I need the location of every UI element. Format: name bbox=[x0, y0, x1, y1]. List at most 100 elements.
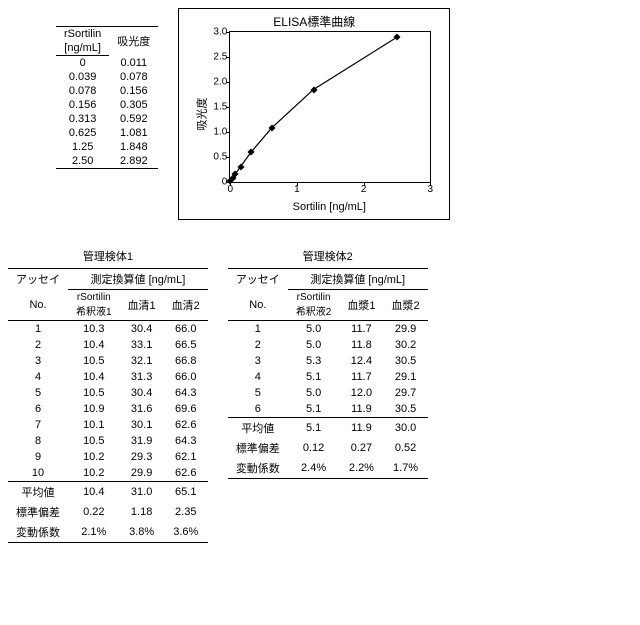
std-cell: 0.156 bbox=[109, 84, 158, 98]
table-cell: 4 bbox=[228, 369, 288, 385]
std-cell: 0.625 bbox=[56, 126, 109, 140]
table-cell: 10.3 bbox=[68, 321, 120, 338]
table-cell: 10.2 bbox=[68, 465, 120, 482]
table-cell: 標準偏差 bbox=[8, 502, 68, 522]
panel2-title: 管理検体2 bbox=[228, 248, 428, 264]
table-cell: 10.5 bbox=[68, 353, 120, 369]
top-row: rSortilin吸光度 [ng/mL] 00.0110.0390.0780.0… bbox=[8, 8, 632, 220]
panel1-title: 管理検体1 bbox=[8, 248, 208, 264]
table-cell: 66.0 bbox=[164, 321, 208, 338]
std-cell: 0.313 bbox=[56, 112, 109, 126]
table-cell: 5 bbox=[8, 385, 68, 401]
table-cell: 10.5 bbox=[68, 385, 120, 401]
table-cell: 66.8 bbox=[164, 353, 208, 369]
table-cell: 31.0 bbox=[120, 482, 164, 503]
table-cell: 10.2 bbox=[68, 449, 120, 465]
std-col1-line2: [ng/mL] bbox=[56, 41, 109, 56]
table-cell: 11.8 bbox=[339, 337, 383, 353]
table-cell: 4 bbox=[8, 369, 68, 385]
table-cell: 1.18 bbox=[120, 502, 164, 522]
table-cell: 10.1 bbox=[68, 417, 120, 433]
table-cell: 0.27 bbox=[339, 438, 383, 458]
table-cell: 10.4 bbox=[68, 337, 120, 353]
table-cell: 29.3 bbox=[120, 449, 164, 465]
table-cell: 33.1 bbox=[120, 337, 164, 353]
table-cell: 30.1 bbox=[120, 417, 164, 433]
table-cell: 31.9 bbox=[120, 433, 164, 449]
std-col2: 吸光度 bbox=[109, 27, 158, 56]
table-cell: rSortilin希釈液2 bbox=[288, 290, 340, 321]
table-cell: 11.9 bbox=[339, 401, 383, 418]
table-cell: 62.6 bbox=[164, 465, 208, 482]
table-cell: 平均値 bbox=[8, 482, 68, 503]
table-cell: 12.0 bbox=[339, 385, 383, 401]
std-cell: 0.156 bbox=[56, 98, 109, 112]
table-cell: 5.0 bbox=[288, 385, 340, 401]
std-col1-line1: rSortilin bbox=[56, 27, 109, 42]
table-cell: 12.4 bbox=[339, 353, 383, 369]
table-cell: 64.3 bbox=[164, 433, 208, 449]
table-cell: No. bbox=[228, 290, 288, 321]
table-cell: アッセイ bbox=[8, 269, 68, 290]
table-cell: 64.3 bbox=[164, 385, 208, 401]
table-cell: 変動係数 bbox=[8, 522, 68, 543]
table-cell: 測定換算値 [ng/mL] bbox=[68, 269, 208, 290]
elisa-chart: ELISA標準曲線 吸光度 00.51.01.52.02.53.00123 So… bbox=[178, 8, 450, 220]
table-cell: 血漿1 bbox=[339, 290, 383, 321]
table-cell: 66.0 bbox=[164, 369, 208, 385]
table-cell: 1.7% bbox=[384, 458, 428, 479]
chart-xlabel: Sortilin [ng/mL] bbox=[229, 201, 429, 213]
std-cell: 2.50 bbox=[56, 154, 109, 169]
table-cell: 11.7 bbox=[339, 321, 383, 338]
std-cell: 0.011 bbox=[109, 56, 158, 71]
table-cell: 2.1% bbox=[68, 522, 120, 543]
table-cell: 10.5 bbox=[68, 433, 120, 449]
table-cell: 62.1 bbox=[164, 449, 208, 465]
table-cell: 0.22 bbox=[68, 502, 120, 522]
table-cell: 11.7 bbox=[339, 369, 383, 385]
std-cell: 1.25 bbox=[56, 140, 109, 154]
table-cell: 2.4% bbox=[288, 458, 340, 479]
table-cell: アッセイ bbox=[228, 269, 288, 290]
table-cell: 5.1 bbox=[288, 401, 340, 418]
table-cell: 平均値 bbox=[228, 418, 288, 439]
table-cell: 5.0 bbox=[288, 337, 340, 353]
table-cell: 10.4 bbox=[68, 482, 120, 503]
table-cell: 1 bbox=[228, 321, 288, 338]
std-cell: 0.078 bbox=[56, 84, 109, 98]
table-cell: 標準偏差 bbox=[228, 438, 288, 458]
table-cell: 測定換算値 [ng/mL] bbox=[288, 269, 428, 290]
table-cell: 2 bbox=[8, 337, 68, 353]
std-cell: 0.305 bbox=[109, 98, 158, 112]
table-cell: 31.3 bbox=[120, 369, 164, 385]
table-cell: 30.5 bbox=[384, 353, 428, 369]
table-cell: 29.1 bbox=[384, 369, 428, 385]
table-cell: 10 bbox=[8, 465, 68, 482]
panel-2: 管理検体2 アッセイ測定換算値 [ng/mL]No.rSortilin希釈液2血… bbox=[228, 248, 428, 479]
std-cell: 0.039 bbox=[56, 70, 109, 84]
table-cell: 8 bbox=[8, 433, 68, 449]
table-cell: 10.9 bbox=[68, 401, 120, 417]
table-cell: 5.1 bbox=[288, 369, 340, 385]
chart-plot-area: 00.51.01.52.02.53.00123 bbox=[229, 31, 431, 183]
table-cell: 6 bbox=[8, 401, 68, 417]
std-cell: 0.592 bbox=[109, 112, 158, 126]
std-cell: 1.081 bbox=[109, 126, 158, 140]
table-cell: 3 bbox=[228, 353, 288, 369]
table-cell: 62.6 bbox=[164, 417, 208, 433]
table-cell: 10.4 bbox=[68, 369, 120, 385]
table-cell: 0.12 bbox=[288, 438, 340, 458]
table-cell: 3.6% bbox=[164, 522, 208, 543]
table-cell: rSortilin希釈液1 bbox=[68, 290, 120, 321]
table-cell: 30.4 bbox=[120, 385, 164, 401]
table-cell: No. bbox=[8, 290, 68, 321]
table-cell: 5.0 bbox=[288, 321, 340, 338]
table-cell: 69.6 bbox=[164, 401, 208, 417]
table-cell: 30.4 bbox=[120, 321, 164, 338]
table-cell: 血清2 bbox=[164, 290, 208, 321]
table-cell: 2.35 bbox=[164, 502, 208, 522]
table-cell: 29.9 bbox=[384, 321, 428, 338]
table-cell: 血清1 bbox=[120, 290, 164, 321]
bottom-row: 管理検体1 アッセイ測定換算値 [ng/mL]No.rSortilin希釈液1血… bbox=[8, 248, 632, 543]
table-cell: 30.5 bbox=[384, 401, 428, 418]
